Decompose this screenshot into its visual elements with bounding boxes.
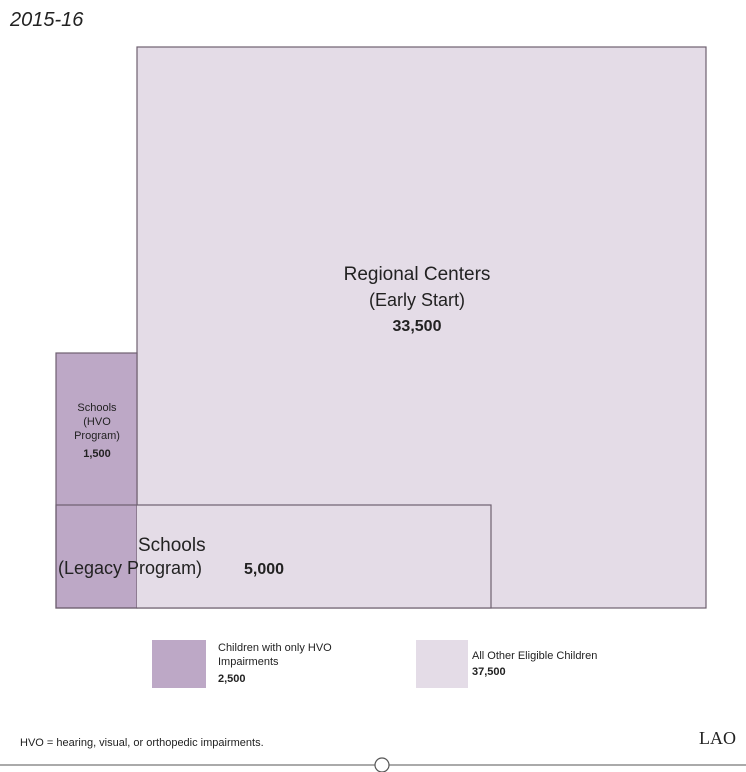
region-label: (HVO <box>83 416 111 428</box>
region-label: Regional Centers <box>344 264 491 285</box>
title: 2015-16 <box>9 9 84 31</box>
legend-value: 37,500 <box>472 666 506 678</box>
region-label: Schools <box>138 535 206 556</box>
region-label: Program) <box>74 430 120 442</box>
hvo-box <box>55 352 138 609</box>
region-label: Schools <box>77 402 117 414</box>
region-label: (Legacy Program) <box>58 558 202 578</box>
legend-swatch <box>416 640 468 688</box>
legacy-light <box>137 505 491 608</box>
legend-value: 2,500 <box>218 673 246 685</box>
region-value: 33,500 <box>393 318 442 335</box>
legend-swatch <box>152 640 206 688</box>
legacy-box <box>55 504 492 609</box>
legend-label: Children with only HVO <box>218 642 332 654</box>
legend-label: All Other Eligible Children <box>472 650 597 662</box>
region-label: (Early Start) <box>369 290 465 310</box>
slider-handle[interactable] <box>374 757 390 772</box>
region-value: 1,500 <box>83 448 111 460</box>
region-value: 5,000 <box>244 561 284 578</box>
logo: LAO <box>699 728 736 748</box>
legend-label: Impairments <box>218 656 279 668</box>
footnote: HVO = hearing, visual, or orthopedic imp… <box>20 737 264 749</box>
